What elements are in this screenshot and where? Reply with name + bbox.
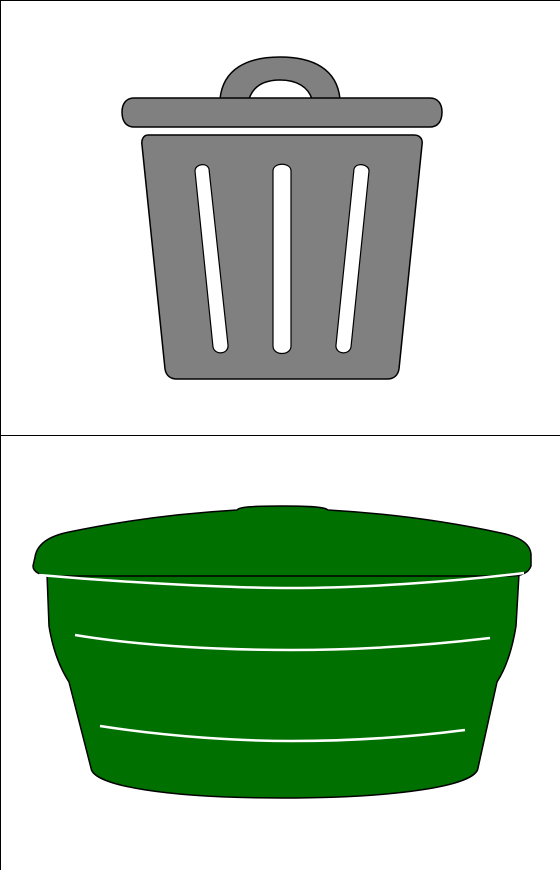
top-border	[0, 0, 560, 1]
panel-trash-can	[1, 1, 560, 435]
trash-lid	[121, 97, 443, 128]
trash-can-icon	[121, 56, 443, 380]
tank-ridge-upper	[74, 633, 491, 652]
panel-water-tank	[1, 436, 560, 870]
tank-rim-line	[38, 571, 525, 590]
panel-divider	[0, 435, 560, 436]
tank-body	[46, 573, 520, 799]
water-tank-icon	[32, 505, 532, 799]
trash-lid-handle	[219, 56, 341, 100]
tank-lid	[32, 505, 532, 577]
trash-slot-middle	[272, 163, 292, 355]
trash-slot-left	[194, 164, 229, 354]
tank-ridge-lower	[99, 724, 466, 743]
trash-slot-right	[335, 164, 370, 354]
